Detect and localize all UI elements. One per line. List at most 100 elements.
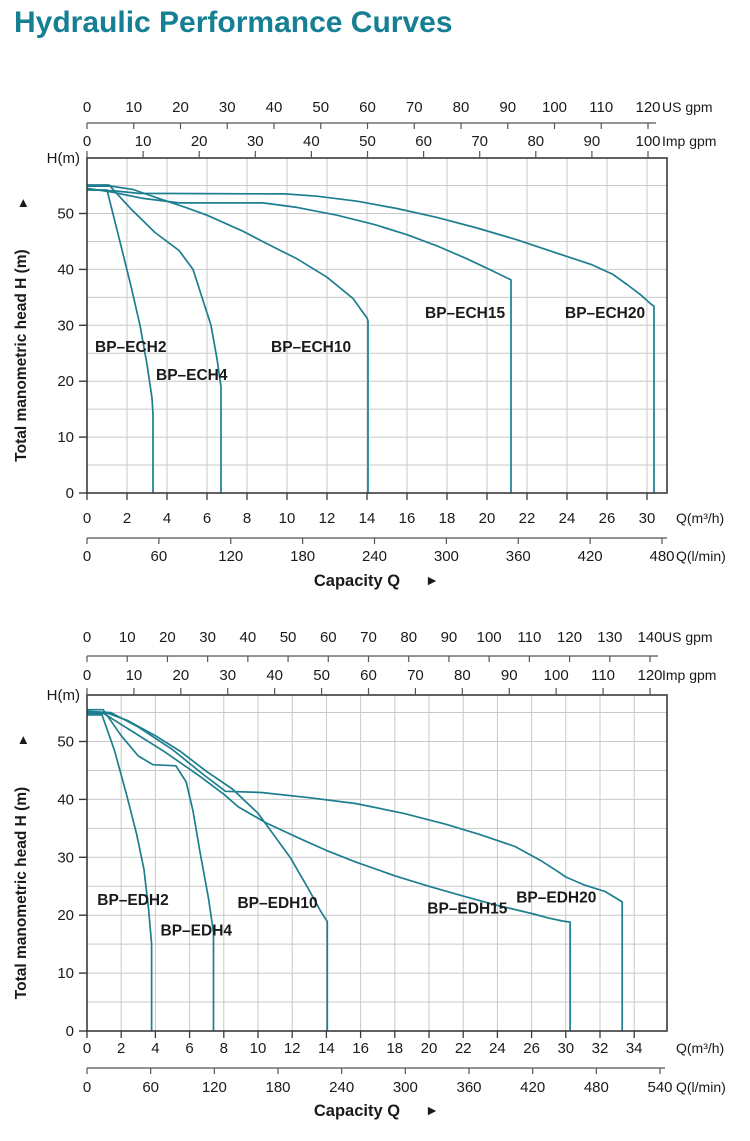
- m3h-tick-label: 10: [279, 510, 296, 527]
- curve-label-bp-edh20: BP–EDH20: [516, 889, 596, 906]
- m3h-tick-label: 30: [557, 1040, 574, 1057]
- plot-border: [86, 694, 668, 1032]
- imp-gpm-tick-label: 0: [83, 667, 91, 684]
- lmin-unit-label: Q(l/min): [676, 548, 726, 564]
- curve-bp-edh10: [86, 711, 329, 1031]
- x-axis-title-arrow-icon: ►: [425, 572, 439, 588]
- us-gpm-tick-label: 50: [280, 629, 297, 646]
- chart-bp-ech-series: BP–ECH2 BP–ECH4 BP–ECH10 BP–ECH15 BP–ECH20 0 1…: [13, 99, 726, 590]
- y-tick-label: 0: [66, 1023, 74, 1040]
- imp-gpm-tick-label: 20: [191, 133, 208, 150]
- us-gpm-tick-label: 120: [635, 99, 660, 116]
- us-gpm-tick-label: 20: [159, 629, 176, 646]
- imp-gpm-tick-label: 90: [584, 133, 601, 150]
- y-axis-up-arrow-icon: ►: [15, 197, 30, 210]
- m3h-tick-label: 12: [284, 1040, 301, 1057]
- m3h-tick-label: 6: [185, 1040, 193, 1057]
- us-gpm-tick-label: 130: [597, 629, 622, 646]
- us-gpm-tick-label: 110: [517, 629, 541, 646]
- y-axis-title: Total manometric head H (m): [13, 787, 30, 999]
- y-tick-label: 40: [57, 791, 74, 808]
- lmin-tick-label: 240: [362, 548, 387, 565]
- imp-gpm-tick-label: 30: [247, 133, 264, 150]
- m3h-tick-label: 6: [203, 510, 211, 527]
- lmin-tick-label: 480: [649, 548, 674, 565]
- lmin-tick-label: 420: [578, 548, 603, 565]
- imp-gpm-tick-label: 60: [360, 667, 377, 684]
- y-tick-label: 20: [57, 373, 74, 390]
- imp-gpm-tick-label: 100: [635, 133, 660, 150]
- lmin-tick-label: 180: [265, 1079, 290, 1096]
- lmin-tick-label: 300: [434, 548, 459, 565]
- us-gpm-tick-label: 40: [240, 629, 257, 646]
- m3h-tick-label: 20: [479, 510, 496, 527]
- y-tick-label: 30: [57, 849, 74, 866]
- lmin-tick-label: 60: [142, 1079, 159, 1096]
- us-gpm-tick-label: 80: [453, 99, 470, 116]
- y-tick-label: 30: [57, 317, 74, 334]
- y-axis-up-arrow-icon: ►: [15, 734, 30, 747]
- m3h-tick-label: 18: [439, 510, 456, 527]
- x-axis-title: Capacity Q: [314, 1102, 400, 1120]
- lmin-tick-label: 180: [290, 548, 315, 565]
- curve-label-bp-ech10: BP–ECH10: [271, 339, 351, 356]
- m3h-tick-label: 30: [639, 510, 656, 527]
- lmin-tick-label: 420: [520, 1079, 545, 1096]
- m3h-tick-label: 24: [489, 1040, 506, 1057]
- us-gpm-tick-label: 70: [406, 99, 423, 116]
- us-gpm-tick-label: 60: [359, 99, 376, 116]
- m3h-tick-label: 16: [399, 510, 416, 527]
- m3h-tick-label: 4: [151, 1040, 159, 1057]
- imp-gpm-tick-label: 70: [407, 667, 424, 684]
- imp-gpm-tick-label: 0: [83, 133, 91, 150]
- y-axis-corner-label: H(m): [47, 150, 80, 167]
- y-tick-label: 40: [57, 261, 74, 278]
- m3h-tick-label: 14: [359, 510, 376, 527]
- curve-label-bp-ech4: BP–ECH4: [156, 367, 228, 384]
- us-gpm-tick-label: 10: [119, 629, 136, 646]
- imp-gpm-tick-label: 30: [219, 667, 236, 684]
- m3h-tick-label: 18: [386, 1040, 403, 1057]
- m3h-tick-label: 34: [626, 1040, 643, 1057]
- imp-gpm-tick-label: 50: [359, 133, 376, 150]
- imp-gpm-tick-label: 120: [637, 667, 662, 684]
- lmin-tick-label: 120: [218, 548, 243, 565]
- imp-gpm-tick-label: 20: [172, 667, 189, 684]
- us-gpm-tick-label: 110: [589, 99, 613, 116]
- y-tick-label: 10: [57, 429, 74, 446]
- us-gpm-tick-label: 30: [219, 99, 236, 116]
- us-gpm-tick-label: 100: [542, 99, 567, 116]
- y-tick-label: 50: [57, 206, 74, 223]
- us-gpm-unit-label: US gpm: [662, 629, 713, 645]
- lmin-tick-label: 540: [647, 1079, 672, 1096]
- m3h-tick-label: 22: [519, 510, 536, 527]
- us-gpm-tick-label: 40: [266, 99, 283, 116]
- y-tick-label: 0: [66, 485, 74, 502]
- y-axis-title: Total manometric head H (m): [13, 249, 30, 461]
- us-gpm-tick-label: 10: [125, 99, 142, 116]
- curve-label-bp-edh2: BP–EDH2: [97, 892, 169, 909]
- imp-gpm-tick-label: 60: [415, 133, 432, 150]
- m3h-unit-label: Q(m³/h): [676, 1040, 724, 1056]
- m3h-tick-label: 32: [592, 1040, 609, 1057]
- imp-gpm-tick-label: 90: [501, 667, 518, 684]
- curve-bp-ech20: [86, 188, 655, 493]
- curve-label-bp-edh4: BP–EDH4: [161, 922, 233, 939]
- imp-gpm-tick-label: 100: [544, 667, 569, 684]
- curve-bp-edh20: [86, 710, 624, 1031]
- y-tick-label: 10: [57, 965, 74, 982]
- imp-gpm-tick-label: 80: [454, 667, 471, 684]
- m3h-tick-label: 20: [421, 1040, 438, 1057]
- lmin-tick-label: 120: [202, 1079, 227, 1096]
- us-gpm-tick-label: 90: [499, 99, 516, 116]
- page-title: Hydraulic Performance Curves: [14, 6, 453, 39]
- us-gpm-unit-label: US gpm: [662, 99, 713, 115]
- imp-gpm-tick-label: 40: [266, 667, 283, 684]
- m3h-tick-label: 16: [352, 1040, 369, 1057]
- us-gpm-tick-label: 0: [83, 629, 91, 646]
- m3h-tick-label: 10: [250, 1040, 267, 1057]
- m3h-tick-label: 8: [243, 510, 251, 527]
- lmin-tick-label: 360: [456, 1079, 481, 1096]
- m3h-tick-label: 24: [559, 510, 576, 527]
- lmin-tick-label: 240: [329, 1079, 354, 1096]
